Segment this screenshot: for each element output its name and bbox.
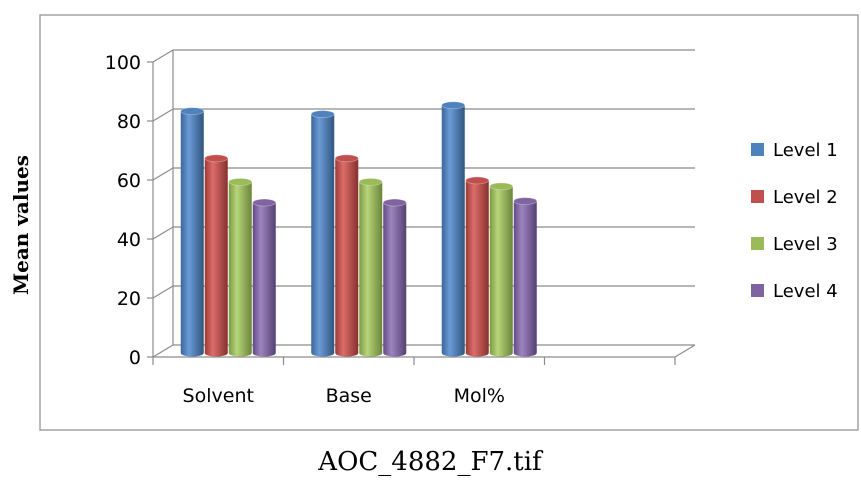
bar-top [252, 198, 277, 207]
bar [513, 197, 538, 357]
bar-top [465, 176, 490, 185]
bar-top [513, 197, 538, 205]
legend-swatch [751, 143, 764, 156]
bar-top [228, 177, 253, 186]
y-axis-title: Mean values [9, 155, 33, 295]
bar [334, 154, 359, 357]
bar-top [310, 110, 335, 118]
gridline-depth [152, 108, 174, 122]
category-label: Mol% [454, 385, 505, 407]
bar-body [383, 202, 407, 357]
y-tick-label: 40 [117, 229, 141, 251]
bar-top [489, 182, 514, 191]
figure-caption: AOC_4882_F7.tif [317, 447, 544, 477]
y-tick-labels: 0 20 40 60 80 100 [105, 52, 141, 369]
category-labels: Solvent Base Mol% [183, 385, 505, 407]
bars [180, 101, 538, 357]
bar-top [334, 154, 359, 163]
bar [310, 110, 335, 357]
legend-swatch [751, 190, 764, 203]
legend-label: Level 4 [773, 281, 838, 302]
bar-body [513, 201, 537, 357]
bar-top [441, 101, 466, 110]
y-tick-label: 100 [105, 52, 141, 74]
gridline-depth [152, 344, 174, 358]
legend: Level 1 Level 2 Level 3 Level 4 [751, 140, 838, 302]
legend-swatch [751, 237, 764, 250]
bar [228, 177, 253, 357]
category-label: Solvent [183, 385, 254, 407]
bar-top [382, 198, 407, 207]
bar [441, 101, 466, 357]
bar-top [204, 154, 229, 163]
legend-label: Level 3 [773, 234, 838, 255]
bar [180, 107, 205, 357]
bar-body [228, 181, 252, 357]
y-tick-label: 0 [129, 347, 141, 369]
legend-label: Level 1 [773, 140, 838, 161]
bar-body [180, 111, 204, 357]
bar-body [441, 105, 465, 357]
gridline-depth [152, 285, 174, 299]
legend-swatch [751, 284, 764, 297]
bar [252, 198, 277, 357]
bar-top [180, 107, 205, 115]
gridline-depth [152, 167, 174, 181]
bar-body [359, 181, 383, 357]
y-tick-label: 20 [117, 288, 141, 310]
gridline-depth [152, 226, 174, 240]
bar-body [311, 114, 335, 357]
legend-label: Level 2 [773, 187, 838, 208]
bar [489, 182, 514, 357]
bar-body [204, 158, 228, 357]
bar [465, 176, 490, 357]
axes [147, 50, 696, 365]
y-tick-label: 60 [117, 170, 141, 192]
bar [382, 198, 407, 357]
floor-depth-edge [674, 344, 696, 358]
bar [204, 154, 229, 357]
bar-body [335, 158, 359, 357]
y-tick-label: 80 [117, 111, 141, 133]
bar-top [358, 177, 383, 186]
bar-body [465, 180, 489, 357]
category-label: Base [326, 385, 372, 407]
bar [358, 177, 383, 357]
gridline-depth [152, 49, 174, 63]
bar-body [489, 186, 513, 357]
bar-body [252, 202, 276, 357]
